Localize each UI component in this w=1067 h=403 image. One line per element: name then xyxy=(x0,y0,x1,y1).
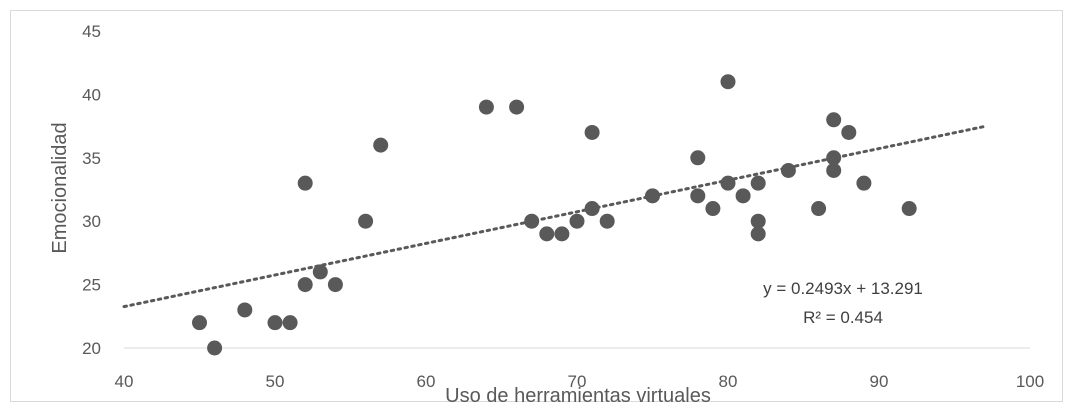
y-tick-label: 25 xyxy=(82,276,101,295)
data-point xyxy=(750,226,766,242)
y-tick-label: 35 xyxy=(82,149,101,168)
data-point xyxy=(690,150,706,166)
data-point xyxy=(780,162,796,178)
data-point xyxy=(192,315,207,331)
data-point xyxy=(297,277,313,293)
data-point xyxy=(373,137,389,153)
x-tick-label: 50 xyxy=(266,372,285,391)
data-point xyxy=(856,175,872,191)
data-point xyxy=(826,150,842,166)
y-axis-title: Emocionalidad xyxy=(49,122,71,253)
data-point xyxy=(584,124,600,140)
data-point xyxy=(478,99,494,115)
data-point xyxy=(358,213,374,229)
data-point xyxy=(207,340,223,356)
trendline-equation: y = 0.2493x + 13.291 xyxy=(763,279,923,298)
data-point xyxy=(645,188,660,204)
data-point xyxy=(705,201,721,217)
x-tick-label: 80 xyxy=(719,372,738,391)
data-point xyxy=(282,315,298,331)
data-point xyxy=(826,162,842,178)
data-point xyxy=(297,175,313,191)
data-point xyxy=(584,201,600,217)
y-tick-label: 45 xyxy=(82,22,101,41)
x-axis-labels: 40 50 60 70 80 90 100 xyxy=(115,372,1045,391)
trendline-r-squared: R² = 0.454 xyxy=(803,308,883,327)
data-point xyxy=(554,226,570,242)
x-tick-label: 90 xyxy=(870,372,889,391)
data-points xyxy=(192,74,917,356)
y-tick-label: 20 xyxy=(82,339,101,358)
data-point xyxy=(327,277,343,293)
data-point xyxy=(750,213,766,229)
y-axis-labels: 20 25 30 35 40 45 xyxy=(82,22,101,358)
x-tick-label: 60 xyxy=(417,372,436,391)
data-point xyxy=(237,302,253,318)
y-tick-label: 40 xyxy=(82,85,101,104)
data-point xyxy=(509,99,525,115)
trendline xyxy=(122,124,987,309)
x-axis-title: Uso de herramientas virtuales xyxy=(445,385,711,403)
data-point xyxy=(524,213,540,229)
data-point xyxy=(569,213,585,229)
data-point xyxy=(826,112,842,128)
data-point xyxy=(750,175,766,191)
data-point xyxy=(901,201,917,217)
data-point xyxy=(720,175,736,191)
data-point xyxy=(267,315,283,331)
data-point xyxy=(539,226,555,242)
data-point xyxy=(811,201,827,217)
y-tick-label: 30 xyxy=(82,212,101,231)
data-point xyxy=(312,264,328,280)
x-tick-label: 100 xyxy=(1016,372,1044,391)
data-point xyxy=(720,74,736,90)
data-point xyxy=(599,213,615,229)
x-tick-label: 70 xyxy=(568,372,587,391)
data-point xyxy=(841,124,857,140)
data-point xyxy=(735,188,751,204)
data-point xyxy=(690,188,706,204)
x-tick-label: 40 xyxy=(115,372,134,391)
chart-frame xyxy=(10,10,1063,402)
